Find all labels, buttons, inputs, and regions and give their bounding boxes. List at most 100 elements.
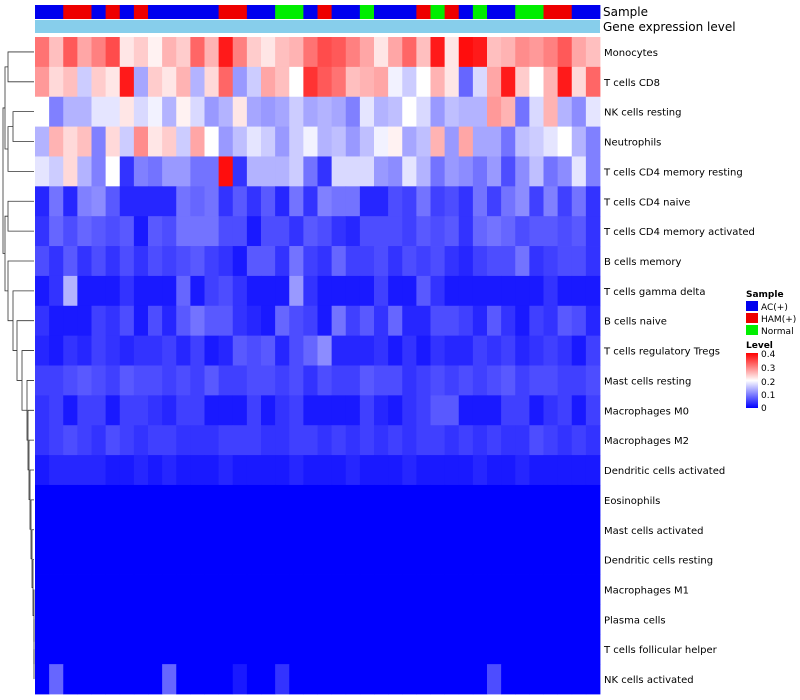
heatmap-cell — [204, 126, 220, 157]
heatmap-cell — [148, 335, 163, 366]
heatmap-cell — [204, 604, 220, 635]
heatmap-cell — [444, 216, 460, 247]
heatmap-cell — [585, 246, 601, 277]
heatmap-cell — [543, 425, 559, 456]
heatmap-cell — [246, 574, 262, 605]
heatmap-cell — [515, 425, 530, 456]
heatmap-cell — [402, 37, 417, 68]
heatmap-cell — [501, 216, 516, 247]
heatmap-cell — [162, 186, 177, 217]
heatmap-cell — [148, 275, 163, 307]
heatmap-cell — [458, 484, 474, 516]
heatmap-cell — [232, 395, 248, 426]
heatmap-cell — [430, 335, 446, 366]
heatmap-cell — [63, 664, 78, 695]
heatmap-cell — [487, 514, 502, 546]
heatmap-cell — [472, 216, 488, 247]
heatmap-cell — [105, 664, 121, 695]
heatmap-cell — [444, 395, 460, 426]
heatmap-cell — [557, 544, 573, 575]
heatmap-cell — [77, 395, 92, 426]
heatmap-cell — [176, 186, 191, 217]
heatmap-cell — [529, 484, 544, 516]
heatmap-cell — [571, 216, 587, 247]
heatmap-cell — [388, 395, 403, 426]
heatmap-cell — [585, 126, 601, 157]
heatmap-cell — [190, 455, 205, 486]
heatmap-cell — [515, 186, 530, 217]
heatmap-cell — [374, 395, 389, 426]
heatmap-cell — [487, 664, 502, 695]
heatmap-cell — [204, 544, 220, 575]
heatmap-cell — [105, 37, 121, 68]
heatmap-cell — [416, 664, 431, 695]
heatmap-cell — [331, 96, 347, 127]
sample-annotation-cell — [105, 5, 121, 19]
heatmap-cell — [317, 574, 333, 605]
heatmap-cell — [303, 156, 318, 187]
heatmap-cell — [487, 455, 502, 486]
heatmap-cell — [35, 484, 50, 516]
heatmap-cell — [529, 365, 544, 396]
heatmap-cell — [35, 574, 50, 605]
row-label: T cells CD4 memory activated — [603, 227, 755, 238]
heatmap-cell — [501, 365, 516, 396]
heatmap-cell — [148, 514, 163, 546]
heatmap-cell — [218, 275, 234, 307]
heatmap-cell — [345, 216, 361, 247]
heatmap-cell — [416, 66, 431, 98]
heatmap-cell — [133, 455, 149, 486]
heatmap-cell — [416, 484, 431, 516]
heatmap-cell — [585, 365, 601, 396]
heatmap-cell — [133, 66, 149, 98]
heatmap-cell — [119, 544, 135, 575]
heatmap-cell — [402, 246, 417, 277]
heatmap-cell — [529, 634, 544, 665]
sample-legend-label: Normal — [761, 327, 794, 337]
heatmap-cell — [359, 156, 375, 187]
heatmap-cell — [472, 365, 488, 396]
heatmap-cell — [119, 574, 135, 605]
heatmap-cell — [162, 664, 177, 695]
heatmap-cell — [345, 574, 361, 605]
heatmap-cell — [487, 186, 502, 217]
heatmap-cell — [77, 604, 92, 635]
heatmap-cell — [275, 186, 290, 217]
heatmap-cell — [303, 66, 318, 98]
heatmap-cell — [289, 395, 304, 426]
heatmap-cell — [105, 275, 121, 307]
heatmap-cell — [49, 514, 64, 546]
heatmap-cell — [35, 246, 50, 277]
heatmap-cell — [388, 604, 403, 635]
heatmap-cell — [416, 455, 431, 486]
heatmap-cell — [472, 664, 488, 695]
heatmap-cell — [487, 574, 502, 605]
heatmap-cell — [444, 604, 460, 635]
heatmap-cell — [359, 425, 375, 456]
heatmap-cell — [501, 425, 516, 456]
heatmap-cell — [162, 604, 177, 635]
level-tick-label: 0.1 — [761, 391, 775, 401]
heatmap-cell — [430, 604, 446, 635]
heatmap-cell — [133, 425, 149, 456]
heatmap-cell — [190, 574, 205, 605]
heatmap-cell — [77, 664, 92, 695]
heatmap-cell — [345, 544, 361, 575]
heatmap-cell — [246, 514, 262, 546]
heatmap-cell — [77, 96, 92, 127]
heatmap-cell — [261, 365, 276, 396]
sample-annotation-cell — [204, 5, 220, 19]
heatmap-cell — [176, 455, 191, 486]
row-label: T cells CD4 memory resting — [603, 167, 743, 178]
heatmap-cell — [317, 126, 333, 157]
heatmap-cell — [585, 37, 601, 68]
heatmap-cell — [571, 544, 587, 575]
heatmap-cell — [190, 395, 205, 426]
heatmap-cell — [515, 216, 530, 247]
heatmap-cell — [317, 664, 333, 695]
heatmap-cell — [204, 246, 220, 277]
row-label: T cells regulatory Tregs — [603, 347, 720, 358]
heatmap-cell — [388, 514, 403, 546]
heatmap-cell — [275, 664, 290, 695]
heatmap-cell — [571, 514, 587, 546]
